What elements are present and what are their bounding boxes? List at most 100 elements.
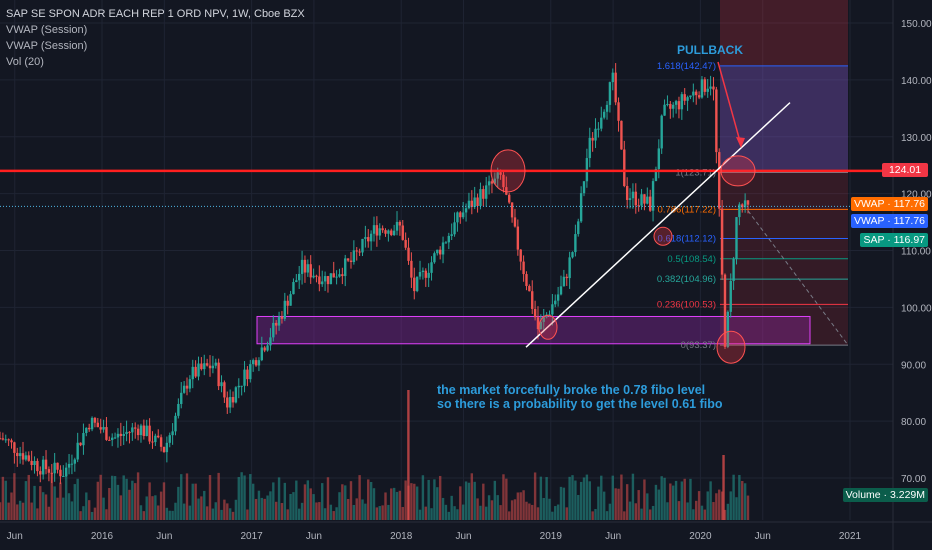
candle-body: [623, 149, 626, 187]
volume-bar: [384, 492, 387, 520]
volume-bar: [134, 483, 137, 520]
volume-bar: [361, 499, 364, 520]
candle-body: [329, 273, 333, 285]
volume-bar: [21, 502, 25, 520]
candle-body: [157, 435, 160, 438]
volume-bar: [335, 507, 338, 520]
volume-bar: [510, 500, 514, 520]
symbol-title[interactable]: SAP SE SPON ADR EACH REP 1 ORD NPV, 1W, …: [6, 8, 305, 20]
candle-body: [628, 198, 632, 200]
candle-body: [335, 276, 338, 278]
candle-body: [44, 459, 48, 470]
candle-body: [237, 385, 240, 388]
volume-bar: [496, 495, 499, 520]
volume-bar: [485, 506, 488, 520]
candle-body: [473, 197, 476, 207]
volume-bar: [568, 476, 571, 520]
volume-bar: [64, 472, 68, 520]
volume-bar: [410, 483, 413, 520]
indicator-vwap-1[interactable]: VWAP (Session): [6, 24, 88, 36]
volume-bar: [654, 484, 658, 520]
candle-body: [208, 365, 212, 369]
candle-body: [565, 276, 568, 279]
candle-body: [605, 104, 609, 112]
highlight-circle: [716, 330, 746, 364]
volume-bar: [447, 511, 450, 520]
candle-body: [444, 242, 448, 244]
volume-bar: [119, 495, 123, 520]
volume-bar: [464, 481, 468, 520]
volume-bar: [36, 508, 39, 520]
volume-bar: [421, 475, 425, 520]
volume-bar: [18, 500, 22, 520]
fib-extension-box: [720, 65, 848, 173]
volume-bar: [686, 502, 689, 520]
volume-bar: [732, 474, 735, 520]
candle-body: [263, 347, 266, 351]
candle-body: [21, 453, 25, 460]
volume-bar: [689, 478, 692, 520]
time-tick-label: 2016: [91, 531, 114, 542]
volume-bar: [637, 490, 640, 520]
volume-bar: [398, 490, 402, 520]
candle-body: [352, 250, 356, 263]
volume-bar: [0, 502, 2, 520]
volume-bar: [315, 502, 318, 520]
volume-bar: [617, 488, 620, 520]
candle-body: [663, 104, 666, 116]
volume-bar: [692, 509, 695, 520]
candle-body: [467, 200, 471, 209]
volume-bar: [720, 491, 724, 520]
candle-body: [203, 363, 206, 370]
candle-body: [122, 434, 125, 436]
volume-bar: [306, 480, 310, 520]
volume-bar: [39, 486, 42, 520]
indicator-vwap-2[interactable]: VWAP (Session): [6, 40, 88, 52]
candle-body: [732, 259, 735, 281]
candle-body: [136, 428, 140, 436]
candle-body: [611, 72, 614, 83]
volume-bar: [453, 506, 456, 520]
candle-body: [64, 467, 68, 476]
candle-body: [674, 101, 678, 105]
candle-body: [131, 427, 134, 433]
volume-bar: [430, 508, 433, 520]
candle-body: [220, 382, 223, 387]
candle-body: [415, 276, 419, 292]
volume-bar: [116, 484, 120, 520]
candle-body: [459, 212, 462, 218]
candle-body: [47, 469, 51, 473]
price-tick-label: 130.00: [901, 133, 932, 144]
volume-bar: [695, 500, 698, 520]
volume-bar: [27, 474, 30, 520]
volume-bar: [577, 494, 580, 520]
volume-bar: [1, 476, 5, 520]
candle-body: [582, 181, 586, 194]
volume-bar: [738, 474, 741, 520]
volume-bar: [588, 481, 591, 520]
volume-bar: [482, 483, 485, 520]
volume-bar: [272, 482, 275, 520]
time-tick-label: Jun: [755, 531, 771, 542]
candle-body: [720, 208, 724, 275]
candles: [0, 63, 750, 485]
volume-bar: [33, 485, 36, 520]
candle-body: [309, 264, 312, 278]
volume-bar: [182, 503, 186, 520]
volume-bar: [318, 502, 321, 520]
volume-bar: [338, 492, 341, 520]
volume-bar: [159, 491, 163, 520]
volume-bar: [82, 506, 85, 520]
volume-bar: [321, 483, 324, 520]
candle-body: [228, 397, 232, 408]
candle-body: [715, 89, 718, 153]
volume-bar: [346, 498, 350, 520]
candle-body: [410, 260, 413, 278]
volume-bar: [640, 508, 643, 520]
indicator-volume[interactable]: Vol (20): [6, 56, 44, 68]
candle-body: [134, 427, 137, 429]
fib-level-label: 1.618(142.47): [657, 61, 716, 72]
candle-body: [18, 453, 22, 457]
volume-bar: [479, 505, 482, 520]
